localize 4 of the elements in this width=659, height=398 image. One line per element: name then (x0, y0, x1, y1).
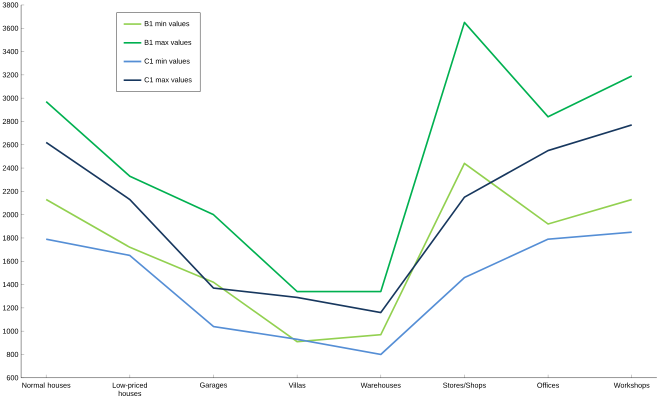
line-series (45, 124, 633, 314)
line-series (45, 162, 633, 342)
line-series (45, 21, 633, 292)
line-series (45, 231, 633, 356)
